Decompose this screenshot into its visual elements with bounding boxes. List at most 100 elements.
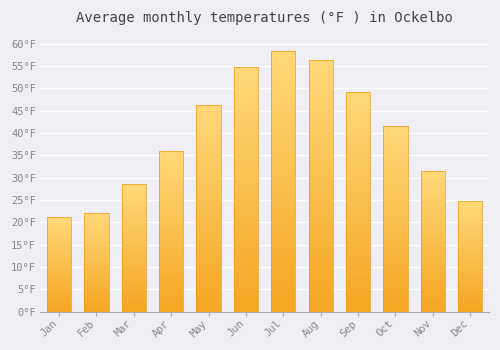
Bar [234,214,258,219]
Bar [384,248,407,252]
Bar [420,219,445,222]
Bar [420,171,445,312]
Bar [84,255,108,257]
Bar [234,282,258,287]
Bar [84,237,108,239]
Bar [458,212,482,215]
Bar [308,261,333,266]
Bar [234,165,258,170]
Bar [384,163,407,167]
Bar [47,225,71,226]
Bar [271,83,295,88]
Bar [384,282,407,286]
Bar [420,286,445,289]
Bar [458,303,482,305]
Bar [271,223,295,228]
Bar [47,236,71,238]
Bar [196,308,220,312]
Bar [384,134,407,138]
Bar [384,286,407,289]
Bar [196,209,220,213]
Bar [271,208,295,213]
Bar [346,206,370,210]
Bar [122,248,146,251]
Bar [384,152,407,156]
Bar [84,231,108,233]
Bar [346,184,370,188]
Bar [384,245,407,248]
Bar [234,135,258,140]
Bar [47,289,71,291]
Bar [271,104,295,108]
Bar [308,141,333,146]
Bar [122,202,146,205]
Bar [159,212,184,215]
Bar [234,229,258,233]
Bar [196,130,220,134]
Bar [196,229,220,233]
Bar [420,199,445,202]
Bar [84,271,108,272]
Bar [420,174,445,177]
Bar [122,217,146,220]
Bar [346,100,370,105]
Title: Average monthly temperatures (°F ) in Ockelbo: Average monthly temperatures (°F ) in Oc… [76,11,453,25]
Bar [420,267,445,270]
Bar [84,217,108,219]
Bar [122,212,146,215]
Bar [458,245,482,248]
Bar [122,215,146,217]
Bar [122,276,146,279]
Bar [159,183,184,186]
Bar [159,260,184,264]
Bar [234,184,258,189]
Bar [308,111,333,116]
Bar [420,258,445,261]
Bar [47,232,71,234]
Bar [384,212,407,215]
Bar [196,221,220,225]
Bar [458,210,482,212]
Bar [346,228,370,232]
Bar [47,274,71,276]
Bar [234,175,258,180]
Bar [271,254,295,260]
Bar [420,205,445,208]
Bar [420,224,445,227]
Bar [159,161,184,164]
Bar [84,282,108,284]
Bar [308,292,333,296]
Bar [420,275,445,278]
Bar [84,274,108,276]
Bar [271,218,295,223]
Bar [346,166,370,171]
Bar [346,171,370,175]
Bar [346,219,370,224]
Bar [196,188,220,192]
Bar [122,200,146,202]
Bar [384,234,407,238]
Bar [346,122,370,127]
Bar [234,106,258,111]
Bar [384,304,407,308]
Bar [346,307,370,312]
Bar [271,213,295,218]
Bar [196,213,220,217]
Bar [346,197,370,202]
Bar [196,176,220,180]
Bar [47,281,71,283]
Bar [84,302,108,304]
Bar [384,230,407,234]
Bar [384,297,407,301]
Bar [122,240,146,243]
Bar [122,304,146,307]
Bar [458,292,482,294]
Bar [458,230,482,232]
Bar [159,189,184,193]
Bar [196,155,220,159]
Bar [84,214,108,312]
Bar [196,167,220,172]
Bar [420,188,445,191]
Bar [84,265,108,266]
Bar [159,305,184,308]
